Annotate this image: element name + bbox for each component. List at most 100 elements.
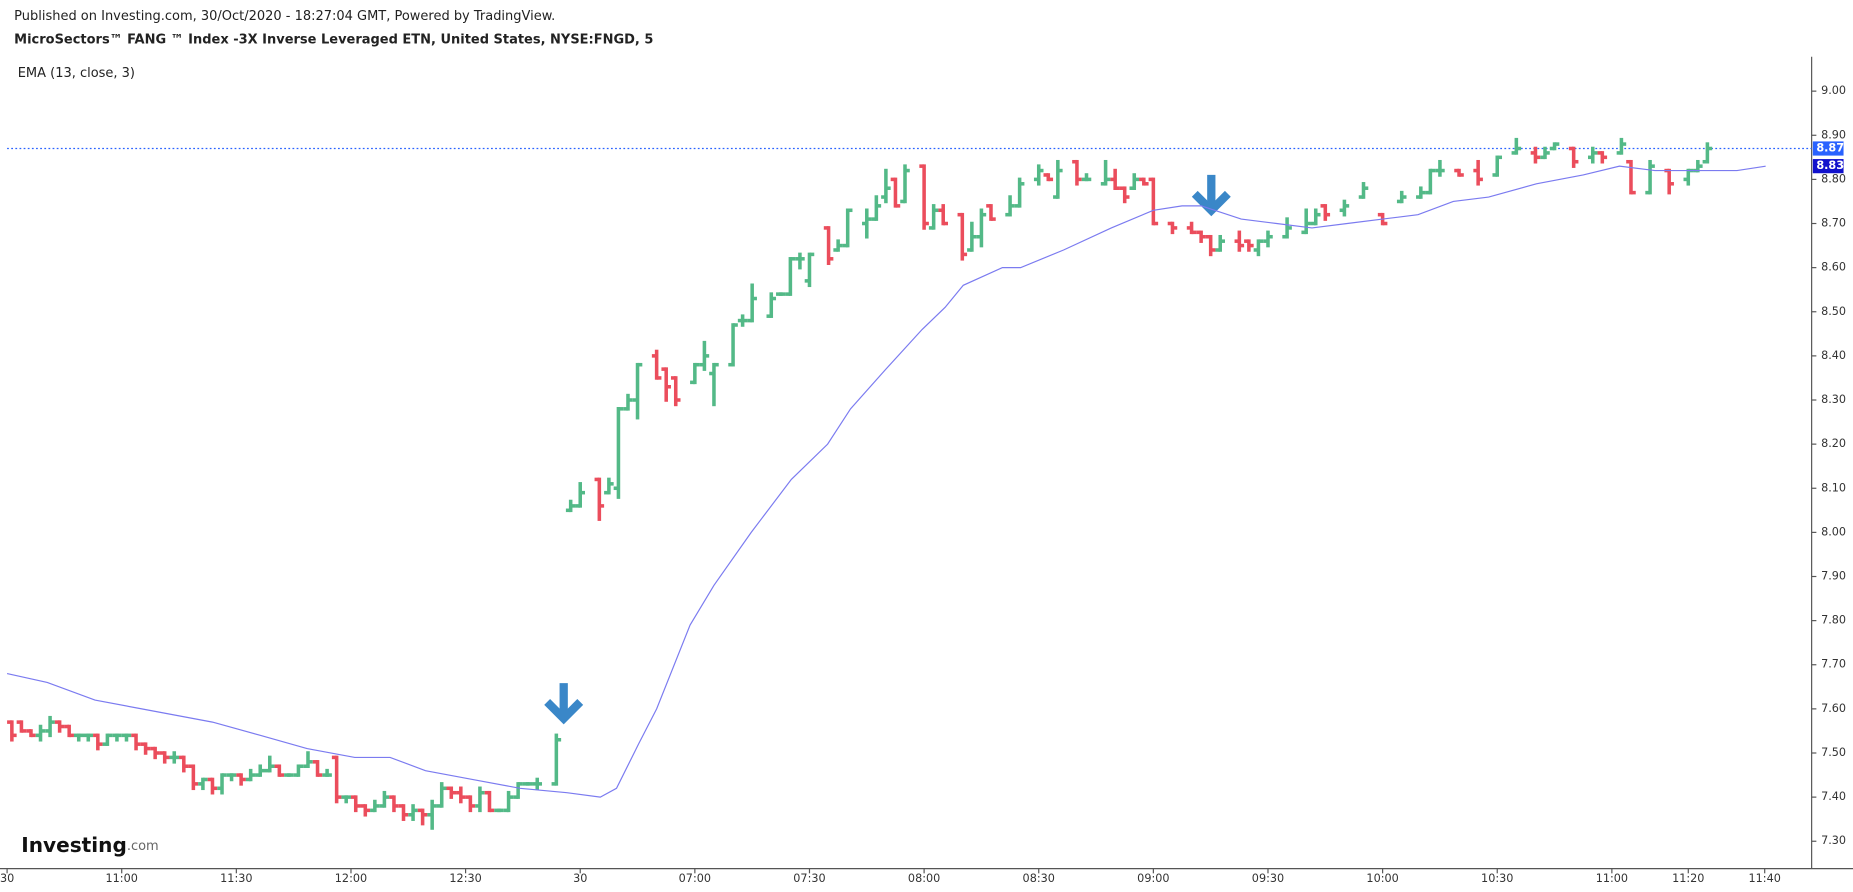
ohlc-bar	[823, 226, 834, 265]
x-tick-label: 11:20	[1672, 872, 1704, 885]
ohlc-bar	[350, 795, 361, 813]
annotation-arrow	[544, 683, 584, 725]
ohlc-bar	[360, 804, 371, 817]
x-tick-label: 30	[0, 872, 14, 885]
x-tick-label: 07:30	[793, 872, 825, 885]
x-tick-label: 09:30	[1252, 872, 1284, 885]
ohlc-bar	[1205, 234, 1216, 257]
ohlc-bar	[475, 786, 485, 813]
ohlc-bar	[661, 367, 671, 402]
ohlc-bar	[1263, 230, 1273, 248]
x-tick-label: 07:00	[679, 872, 711, 885]
ohlc-bar	[93, 733, 103, 751]
ohlc-bar	[121, 733, 132, 742]
ohlc-bar	[1014, 177, 1025, 208]
ohlc-bar	[293, 764, 304, 777]
ohlc-bar	[83, 733, 94, 742]
ohlc-bar	[159, 751, 170, 764]
ohlc-bar	[207, 777, 218, 795]
ohlc-bar	[1244, 239, 1254, 252]
ohlc-bar	[1282, 217, 1292, 239]
ohlc-bar	[1358, 182, 1369, 199]
y-tick-label: 8.10	[1821, 481, 1846, 494]
ohlc-bar	[1616, 137, 1627, 155]
ohlc-bar	[1435, 159, 1445, 177]
ohlc-bar	[967, 221, 977, 252]
ohlc-bar	[1702, 142, 1713, 164]
y-tick-label: 8.70	[1821, 217, 1846, 230]
ohlc-bar	[274, 764, 285, 777]
ohlc-bar	[465, 795, 476, 813]
y-tick-label: 7.50	[1821, 746, 1846, 759]
ohlc-bar	[1186, 221, 1197, 235]
ohlc-bar	[1425, 168, 1436, 195]
logo: Investing.com	[21, 833, 158, 857]
ohlc-bar	[1119, 186, 1130, 204]
y-tick-label: 8.80	[1821, 172, 1846, 185]
ohlc-bar	[699, 340, 710, 371]
ohlc-bar	[54, 720, 65, 733]
plot-area: 7.30 7.40 7.50 7.60 7.70 7.80 7.90 8.00 8.10 8.20…	[0, 84, 1846, 885]
ohlc-bar	[150, 746, 160, 760]
y-tick-label: 8.20	[1821, 437, 1846, 450]
x-tick-label: 08:00	[908, 872, 940, 885]
ohlc-bar	[986, 204, 996, 221]
x-tick-label: 12:30	[449, 872, 481, 885]
ohlc-bar	[1196, 230, 1206, 243]
ohlc-bar	[370, 799, 380, 813]
ema-line	[6, 165, 1766, 798]
ohlc-bar	[236, 773, 246, 786]
ohlc-bar	[255, 764, 266, 777]
ohlc-bar	[795, 252, 805, 270]
ohlc-bar	[7, 720, 17, 742]
price-badge	[1812, 141, 1844, 156]
ohlc-bar	[1492, 155, 1503, 177]
y-tick-label: 7.60	[1821, 702, 1846, 715]
y-tick-label: 8.00	[1821, 525, 1846, 538]
x-tick-label: 10:00	[1366, 872, 1398, 885]
price-label: 8.87	[1816, 142, 1844, 155]
ohlc-bar	[513, 782, 523, 799]
x-tick-label: 11:00	[106, 872, 138, 885]
x-tick-label: 09:00	[1137, 872, 1169, 885]
ohlc-bar	[690, 362, 700, 385]
ohlc-bar	[1626, 159, 1636, 195]
ohlc-bar	[341, 795, 351, 804]
ohlc-bar	[427, 799, 437, 830]
ohlc-bar	[871, 195, 882, 221]
ohlc-bar	[245, 768, 256, 782]
ohlc-bar	[398, 804, 409, 821]
ohlc-bar	[1549, 142, 1560, 151]
ohlc-bar	[604, 477, 614, 495]
y-tick-label: 8.40	[1821, 349, 1846, 362]
published-note: Published on Investing.com, 30/Oct/2020 …	[14, 9, 555, 24]
ohlc-bar	[1301, 208, 1311, 235]
ohlc-bar	[417, 808, 428, 826]
x-tick-label: 10:30	[1481, 872, 1513, 885]
ohlc-bar	[102, 733, 113, 746]
ohlc-bar	[16, 720, 27, 733]
x-tick-label: 11:30	[220, 872, 252, 885]
ohlc-bar	[1043, 173, 1054, 182]
ohlc-bar	[284, 773, 294, 777]
ohlc-bar	[179, 755, 189, 773]
y-tick-label: 8.50	[1821, 305, 1846, 318]
ohlc-bar	[632, 362, 643, 420]
ohlc-bar	[73, 733, 84, 742]
ohlc-bar	[436, 782, 447, 808]
ohlc-bar	[1587, 146, 1598, 164]
ohlc-bar	[1511, 137, 1522, 155]
ohlc-bar	[776, 292, 786, 296]
x-tick-label: 08:30	[1023, 872, 1055, 885]
y-tick-label: 7.70	[1821, 658, 1846, 671]
ema-last-label: 8.83	[1816, 159, 1844, 172]
ohlc-bar	[532, 777, 543, 791]
ohlc-bar	[389, 795, 399, 813]
ohlc-bar	[957, 212, 968, 261]
ohlc-bar	[890, 177, 901, 208]
ohlc-bar	[331, 755, 342, 804]
ohlc-bar	[1540, 146, 1550, 160]
ohlc-bar	[188, 764, 199, 791]
ohlc-bar	[456, 786, 466, 804]
